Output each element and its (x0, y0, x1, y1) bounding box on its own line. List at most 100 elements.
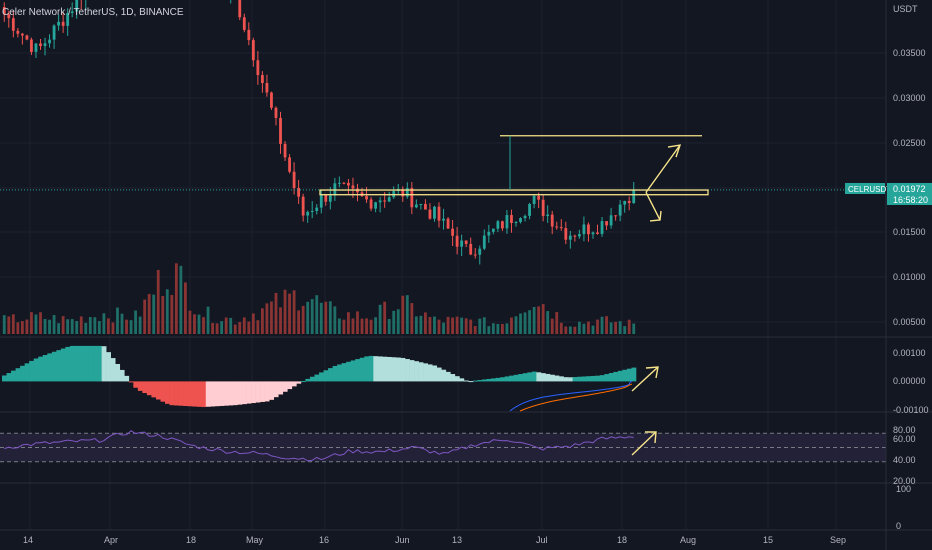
macd-histogram-bar (531, 371, 537, 382)
down-arrow-head (649, 210, 662, 222)
volume-bar (66, 319, 70, 334)
candle-body (550, 214, 554, 227)
macd-histogram-bar (242, 381, 247, 405)
macd-histogram-bar (486, 378, 492, 382)
volume-bar (301, 305, 305, 334)
volume-bar (206, 306, 210, 334)
candle-body (428, 209, 432, 219)
countdown-label: 16:58:20 (893, 195, 928, 205)
candle-body (238, 0, 242, 18)
candle-body (496, 221, 500, 229)
price-tick: 0.03000 (893, 93, 926, 103)
candle-body (11, 18, 15, 31)
volume-bar (405, 295, 409, 334)
macd-pane (2, 345, 659, 412)
volume-bar (143, 299, 147, 334)
macd-histogram-bar (359, 357, 365, 382)
macd-histogram-bar (527, 372, 533, 382)
macd-histogram-bar (463, 380, 469, 382)
macd-histogram-bar (278, 381, 284, 395)
candle-body (61, 21, 65, 26)
macd-histogram-bar (414, 361, 419, 382)
rsi-line (4, 430, 634, 462)
macd-histogram-bar (608, 372, 614, 382)
volume-bar (469, 319, 473, 334)
candle-body (582, 224, 586, 235)
volume-bar (215, 323, 219, 334)
candle-body (66, 13, 70, 26)
volume-bar (116, 307, 119, 334)
candle-body (347, 182, 350, 186)
macd-histogram-bar (15, 368, 21, 382)
macd-histogram-bar (423, 363, 428, 382)
macd-histogram-bar (246, 381, 252, 404)
macd-histogram-bar (436, 367, 442, 382)
macd-histogram-bar (65, 346, 71, 382)
macd-histogram-bar (192, 381, 198, 407)
volume-bar (446, 316, 450, 334)
volume-bar (179, 265, 183, 334)
macd-histogram-bar (223, 381, 229, 406)
macd-histogram-bar (119, 369, 125, 382)
macd-histogram-bar (314, 374, 320, 382)
candle-body (573, 235, 577, 237)
macd-histogram-bar (151, 381, 157, 398)
volume-bar (510, 317, 513, 334)
macd-histogram-bar (74, 345, 80, 382)
macd-histogram-bar (613, 371, 619, 382)
macd-histogram-bar (518, 374, 524, 382)
volume-bar (568, 326, 572, 334)
volume-bar (161, 296, 165, 334)
volume-pane (2, 263, 636, 334)
candle-body (568, 235, 572, 240)
volume-bar (491, 323, 495, 334)
candle-body (469, 243, 473, 255)
volume-bar (501, 323, 504, 334)
candle-body (464, 240, 468, 244)
volume-bar (102, 313, 106, 334)
macd-histogram-bar (549, 374, 555, 382)
volume-bar (351, 318, 355, 334)
candle-body (75, 0, 79, 12)
extra-tick: 100 (896, 484, 911, 494)
volume-bar (279, 307, 282, 334)
volume-bar (460, 317, 464, 334)
symbol-label-bg (845, 183, 885, 194)
macd-histogram-bar (69, 345, 75, 382)
volume-bar (16, 322, 20, 334)
macd-histogram-bar (450, 374, 456, 382)
macd-histogram-bar (509, 375, 515, 382)
candle-body (437, 206, 441, 221)
volume-bar (433, 316, 436, 334)
chart-title: Celer Network / TetherUS, 1D, BINANCE (2, 7, 184, 18)
volume-bar (473, 325, 477, 334)
macd-histogram-bar (373, 356, 379, 382)
volume-bar (627, 319, 631, 334)
candle-body (383, 200, 387, 202)
macd-histogram-bar (468, 381, 474, 383)
volume-bar (328, 301, 332, 334)
macd-histogram-bar (97, 345, 102, 382)
candle-body (501, 221, 504, 229)
candle-body (596, 232, 599, 234)
volume-bar (265, 303, 269, 334)
macd-histogram-bar (386, 356, 392, 382)
candle-body (283, 143, 287, 158)
volume-bar (600, 316, 604, 334)
candle-body (288, 157, 291, 172)
macd-histogram-bar (332, 365, 338, 382)
volume-bar (165, 289, 169, 334)
macd-histogram-bar (445, 371, 451, 382)
volume-bar (387, 319, 391, 334)
volume-bar (546, 311, 550, 334)
macd-histogram-bar (124, 375, 130, 382)
candle-body (25, 35, 29, 40)
macd-histogram-bar (115, 364, 121, 382)
volume-bar (61, 316, 65, 334)
macd-histogram-bar (368, 355, 374, 382)
macd-histogram-bar (51, 351, 57, 382)
macd-histogram-bar (495, 377, 501, 382)
volume-bar (251, 313, 255, 334)
macd-histogram-bar (128, 381, 134, 383)
